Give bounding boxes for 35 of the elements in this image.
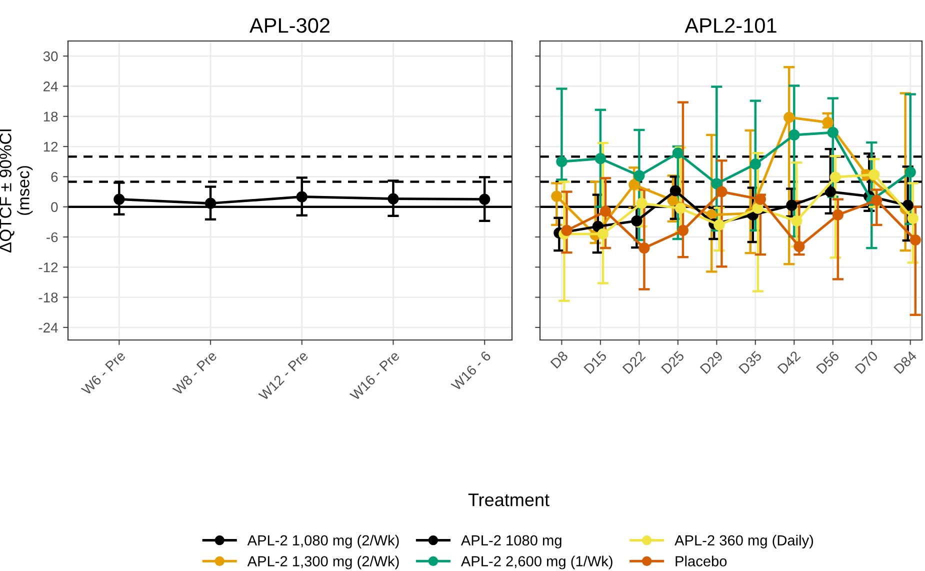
legend-label: APL-2 1,080 mg (2/Wk) [247,534,399,548]
y-tick-label: -6 [46,232,58,242]
x-tick-label: W16 - 6 [450,350,492,392]
x-tick-label: D56 [816,350,840,374]
x-tick-label: D15 [584,350,608,374]
y-tick-label: -24 [38,322,58,332]
x-tick-label: W12 - Pre [258,350,309,402]
y-tick-label: 6 [51,172,58,182]
x-tick-label: D25 [660,350,685,374]
y-tick-label: -12 [38,262,58,272]
x-tick-label: D29 [700,350,724,374]
y-tick-label: 24 [44,82,58,92]
x-tick-label: W8 - Pre [172,350,218,396]
chart-title: APL2-101 [684,18,776,33]
x-tick-label: D70 [854,350,878,374]
y-tick-label: -18 [38,292,58,302]
x-tick-label: D42 [777,350,801,374]
x-tick-label: D84 [893,350,918,374]
y-tick-label: 0 [51,202,58,212]
y-tick-label: 12 [44,142,58,152]
y-tick-label: 30 [43,51,58,62]
x-tick-label: W6 - Pre [80,350,126,396]
x-tick-label: D8 [550,350,568,369]
legend-label: APL-2 2,600 mg (1/Wk) [460,556,612,570]
legend-label: APL-2 1,300 mg (2/Wk) [247,556,399,570]
x-tick-label: W16 - Pre [349,350,400,402]
y-axis-title: ΔQTCF ± 90%CI (msec) [0,130,33,252]
legend-title: Treatment [468,494,550,506]
legend-label: Placebo [676,556,727,566]
x-tick-label: D35 [738,350,762,374]
x-tick-label: D22 [622,350,646,374]
legend-label: APL-2 360 mg (Daily) [674,534,814,548]
chart-title: APL-302 [250,18,330,33]
y-tick-label: 18 [44,112,58,122]
legend-label: APL-2 1080 mg [460,535,562,548]
